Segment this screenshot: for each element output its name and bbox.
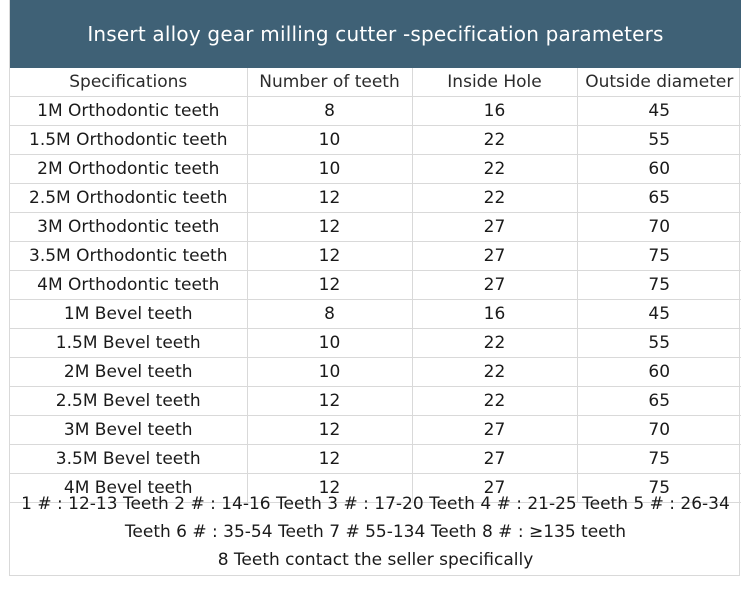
cell-number-of-teeth: 12 bbox=[247, 386, 413, 416]
cell-number-of-teeth: 12 bbox=[247, 473, 413, 503]
cell-outside-diameter: 75 bbox=[577, 473, 741, 503]
cell-outside-diameter: 65 bbox=[577, 386, 741, 416]
notes-line-2: Teeth 6 # : 35-54 Teeth 7 # 55-134 Teeth… bbox=[124, 522, 627, 542]
cell-outside-diameter: 60 bbox=[577, 357, 741, 387]
cell-inside-hole: 22 bbox=[412, 386, 578, 416]
table-row: 2.5M Bevel teeth 12 22 65 bbox=[10, 386, 741, 416]
header-inside-hole: Inside Hole bbox=[412, 68, 578, 97]
cell-number-of-teeth: 12 bbox=[247, 183, 413, 213]
cell-inside-hole: 22 bbox=[412, 154, 578, 184]
cell-inside-hole: 16 bbox=[412, 299, 578, 329]
table-row: 1.5M Bevel teeth 10 22 55 bbox=[10, 328, 741, 358]
cell-inside-hole: 16 bbox=[412, 96, 578, 126]
header-outside-diameter: Outside diameter bbox=[577, 68, 741, 97]
notes-line-3: 8 Teeth contact the seller specifically bbox=[217, 550, 534, 570]
cell-outside-diameter: 55 bbox=[577, 125, 741, 155]
cell-specification: 3M Orthodontic teeth bbox=[10, 212, 248, 242]
cell-outside-diameter: 60 bbox=[577, 154, 741, 184]
cell-inside-hole: 22 bbox=[412, 328, 578, 358]
cell-outside-diameter: 70 bbox=[577, 415, 741, 445]
cell-number-of-teeth: 10 bbox=[247, 328, 413, 358]
table-row: 1.5M Orthodontic teeth 10 22 55 bbox=[10, 125, 741, 155]
page-title: Insert alloy gear milling cutter -specif… bbox=[10, 0, 741, 68]
cell-number-of-teeth: 10 bbox=[247, 125, 413, 155]
cell-inside-hole: 27 bbox=[412, 241, 578, 271]
cell-outside-diameter: 75 bbox=[577, 270, 741, 300]
table-body: 1M Orthodontic teeth 8 16 45 1.5M Orthodonti… bbox=[10, 96, 741, 503]
table-row: 3M Bevel teeth 12 27 70 bbox=[10, 415, 741, 445]
table-row: 2M Bevel teeth 10 22 60 bbox=[10, 357, 741, 387]
cell-specification: 1.5M Orthodontic teeth bbox=[10, 125, 248, 155]
cell-inside-hole: 27 bbox=[412, 270, 578, 300]
cell-inside-hole: 27 bbox=[412, 415, 578, 445]
cell-specification: 3.5M Orthodontic teeth bbox=[10, 241, 248, 271]
cell-specification: 2.5M Orthodontic teeth bbox=[10, 183, 248, 213]
table-row: 1M Bevel teeth 8 16 45 bbox=[10, 299, 741, 329]
header-specifications: Specifications bbox=[10, 68, 248, 97]
cell-number-of-teeth: 10 bbox=[247, 357, 413, 387]
cell-outside-diameter: 55 bbox=[577, 328, 741, 358]
cell-specification: 3.5M Bevel teeth bbox=[10, 444, 248, 474]
cell-number-of-teeth: 8 bbox=[247, 96, 413, 126]
cell-inside-hole: 22 bbox=[412, 357, 578, 387]
table-row: 4M Orthodontic teeth 12 27 75 bbox=[10, 270, 741, 300]
cell-outside-diameter: 45 bbox=[577, 299, 741, 329]
spec-table: Specifications Number of teeth Inside Ho… bbox=[10, 68, 741, 503]
notes-line-1: 1 # : 12-13 Teeth 2 # : 14-16 Teeth 3 # … bbox=[21, 494, 730, 514]
cell-outside-diameter: 45 bbox=[577, 96, 741, 126]
cell-specification: 4M Bevel teeth bbox=[10, 473, 248, 503]
cell-inside-hole: 27 bbox=[412, 473, 578, 503]
header-number-of-teeth: Number of teeth bbox=[247, 68, 413, 97]
table-row: 2M Orthodontic teeth 10 22 60 bbox=[10, 154, 741, 184]
cell-number-of-teeth: 12 bbox=[247, 415, 413, 445]
cell-inside-hole: 22 bbox=[412, 183, 578, 213]
teeth-notes: 1 # : 12-13 Teeth 2 # : 14-16 Teeth 3 # … bbox=[10, 490, 741, 574]
cell-specification: 1M Orthodontic teeth bbox=[10, 96, 248, 126]
cell-specification: 1M Bevel teeth bbox=[10, 299, 248, 329]
cell-inside-hole: 22 bbox=[412, 125, 578, 155]
cell-outside-diameter: 65 bbox=[577, 183, 741, 213]
cell-inside-hole: 27 bbox=[412, 444, 578, 474]
cell-number-of-teeth: 10 bbox=[247, 154, 413, 184]
cell-inside-hole: 27 bbox=[412, 212, 578, 242]
table-row: 3M Orthodontic teeth 12 27 70 bbox=[10, 212, 741, 242]
cell-number-of-teeth: 12 bbox=[247, 444, 413, 474]
table-row: 2.5M Orthodontic teeth 12 22 65 bbox=[10, 183, 741, 213]
table-row: 3.5M Orthodontic teeth 12 27 75 bbox=[10, 241, 741, 271]
cell-specification: 2M Orthodontic teeth bbox=[10, 154, 248, 184]
cell-number-of-teeth: 12 bbox=[247, 241, 413, 271]
cell-specification: 2M Bevel teeth bbox=[10, 357, 248, 387]
table-row: 4M Bevel teeth 12 27 75 bbox=[10, 473, 741, 503]
cell-outside-diameter: 70 bbox=[577, 212, 741, 242]
cell-specification: 2.5M Bevel teeth bbox=[10, 386, 248, 416]
spec-sheet: Insert alloy gear milling cutter -specif… bbox=[9, 0, 741, 576]
cell-specification: 4M Orthodontic teeth bbox=[10, 270, 248, 300]
table-row: 1M Orthodontic teeth 8 16 45 bbox=[10, 96, 741, 126]
cell-specification: 3M Bevel teeth bbox=[10, 415, 248, 445]
cell-number-of-teeth: 12 bbox=[247, 212, 413, 242]
cell-outside-diameter: 75 bbox=[577, 444, 741, 474]
cell-specification: 1.5M Bevel teeth bbox=[10, 328, 248, 358]
table-header-row: Specifications Number of teeth Inside Ho… bbox=[10, 68, 741, 97]
cell-number-of-teeth: 12 bbox=[247, 270, 413, 300]
cell-number-of-teeth: 8 bbox=[247, 299, 413, 329]
table-row: 3.5M Bevel teeth 12 27 75 bbox=[10, 444, 741, 474]
cell-outside-diameter: 75 bbox=[577, 241, 741, 271]
